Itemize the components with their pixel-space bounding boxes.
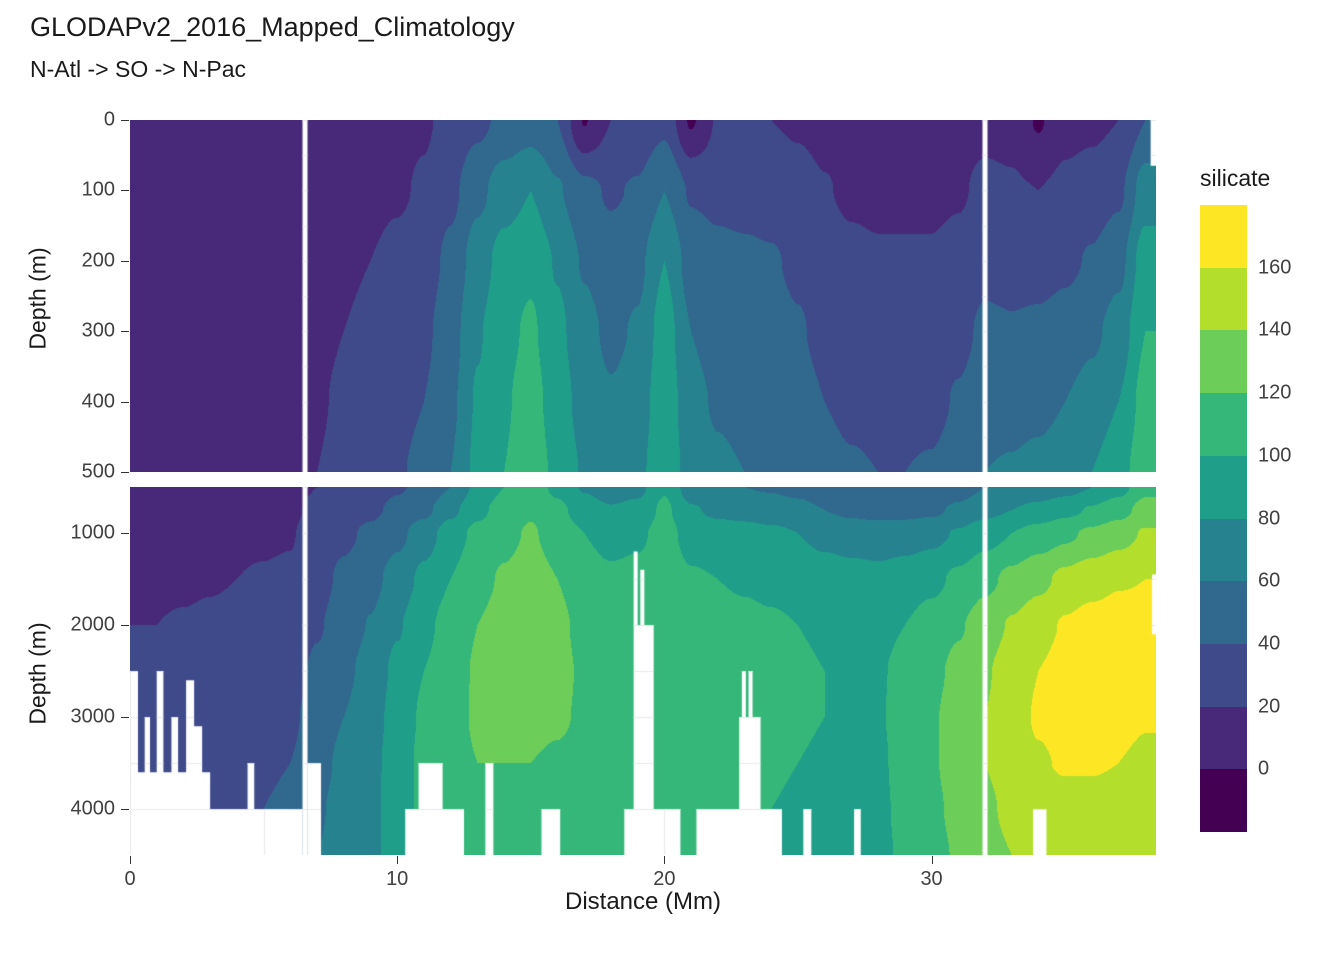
legend-color-step bbox=[1200, 769, 1247, 833]
chart-title: GLODAPv2_2016_Mapped_Climatology bbox=[30, 12, 515, 42]
x-axis-tick-label: 0 bbox=[124, 868, 136, 890]
y-axis-tick bbox=[121, 533, 129, 534]
y-axis-title-top: Depth (m) bbox=[24, 247, 51, 350]
y-axis-tick bbox=[121, 401, 129, 403]
y-axis-tick-label: 400 bbox=[81, 390, 115, 413]
legend-color-step bbox=[1200, 581, 1247, 644]
legend-tick-label: 80 bbox=[1258, 507, 1281, 529]
legend-color-step bbox=[1200, 205, 1247, 268]
y-axis-tick bbox=[121, 625, 129, 626]
legend-tick-label: 40 bbox=[1258, 632, 1281, 655]
x-axis-tick bbox=[931, 856, 933, 864]
y-axis-tick bbox=[121, 472, 129, 473]
legend-tick-label: 120 bbox=[1258, 381, 1292, 404]
legend-tick-label: 160 bbox=[1258, 256, 1292, 279]
x-axis-tick-label: 30 bbox=[920, 868, 943, 890]
contour-panel-upper bbox=[130, 120, 1156, 472]
legend-color-step bbox=[1200, 706, 1247, 770]
legend-color-step bbox=[1200, 330, 1247, 394]
legend-tick-label: 20 bbox=[1258, 695, 1281, 718]
legend-color-step bbox=[1200, 643, 1247, 707]
legend-color-step bbox=[1200, 455, 1247, 519]
x-axis-tick-label: 20 bbox=[653, 868, 676, 890]
legend-color-step bbox=[1200, 393, 1247, 456]
legend-tick-label: 0 bbox=[1258, 757, 1270, 780]
contour-panel-lower bbox=[130, 487, 1156, 855]
x-axis-tick-label: 10 bbox=[386, 868, 409, 890]
legend-color-step bbox=[1200, 518, 1247, 582]
x-axis-tick bbox=[397, 856, 399, 864]
x-axis-tick bbox=[130, 856, 131, 864]
y-axis-tick-label: 3000 bbox=[70, 705, 116, 728]
y-axis-tick bbox=[121, 260, 129, 262]
legend-colorbar bbox=[1200, 205, 1247, 833]
y-axis-title-bottom: Depth (m) bbox=[24, 622, 51, 725]
y-axis-tick bbox=[121, 331, 129, 333]
legend-tick-label: 140 bbox=[1258, 318, 1292, 341]
legend-title: silicate bbox=[1200, 165, 1271, 191]
y-axis-tick-label: 1000 bbox=[70, 521, 116, 544]
y-axis-tick-label: 500 bbox=[81, 460, 115, 483]
y-axis-tick-label: 2000 bbox=[70, 613, 116, 636]
y-axis-tick bbox=[121, 809, 129, 810]
y-axis-tick bbox=[121, 190, 129, 192]
y-axis-tick bbox=[121, 120, 129, 121]
chart-subtitle: N-Atl -> SO -> N-Pac bbox=[30, 56, 246, 82]
legend-tick-label: 60 bbox=[1258, 569, 1281, 592]
y-axis-tick-label: 200 bbox=[81, 249, 115, 272]
legend-tick-label: 100 bbox=[1258, 444, 1292, 467]
y-axis-tick-label: 300 bbox=[81, 319, 115, 342]
x-axis-tick bbox=[664, 856, 666, 864]
y-axis-tick bbox=[121, 717, 129, 718]
x-axis-title: Distance (Mm) bbox=[564, 888, 721, 915]
y-axis-tick-label: 0 bbox=[103, 108, 115, 131]
y-axis-tick-label: 4000 bbox=[70, 797, 116, 820]
legend-color-step bbox=[1200, 267, 1247, 331]
y-axis-tick-label: 100 bbox=[81, 178, 115, 201]
